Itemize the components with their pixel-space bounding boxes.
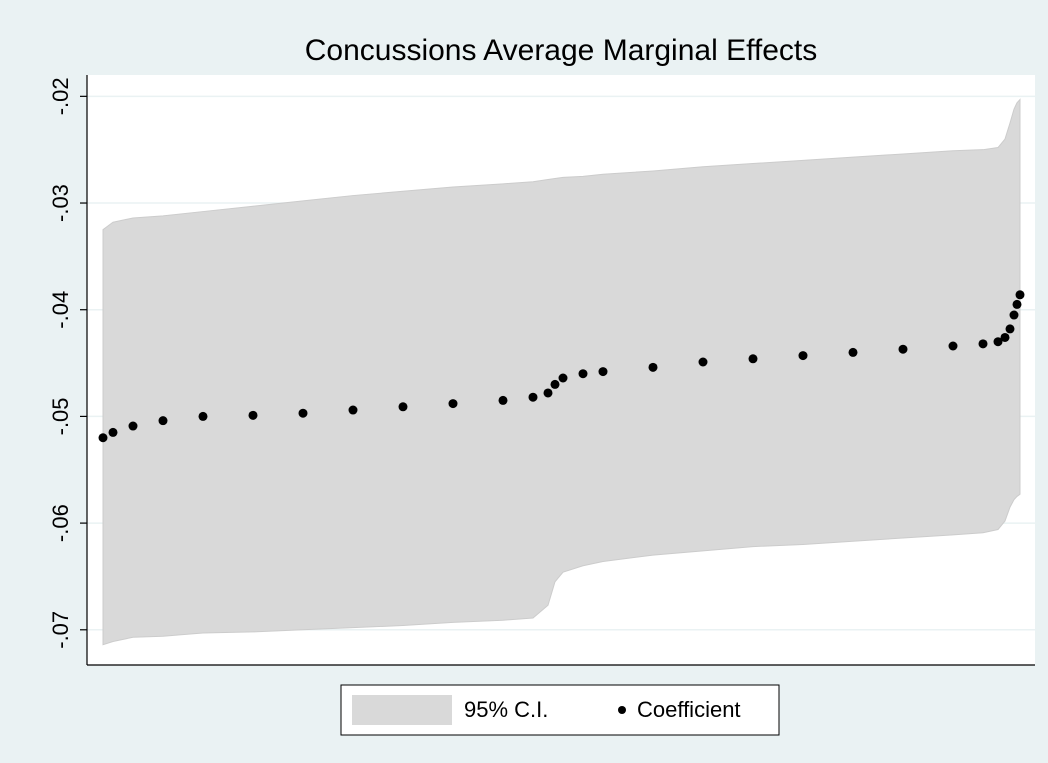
coefficient-point [108, 427, 118, 437]
coefficient-point [598, 367, 608, 377]
coefficient-point [698, 357, 708, 367]
legend-label: Coefficient [637, 697, 741, 722]
coefficient-point [128, 421, 138, 431]
coefficient-point [1012, 299, 1022, 309]
data [98, 98, 1025, 646]
coefficient-point [798, 351, 808, 361]
coefficient-point [558, 373, 568, 383]
coefficient-point [648, 362, 658, 372]
y-tick-label: -.02 [48, 77, 73, 115]
coefficient-point [448, 399, 458, 409]
legend-swatch [352, 695, 452, 725]
coefficient-point [198, 411, 208, 421]
y-tick-label: -.07 [48, 611, 73, 649]
coefficient-point [1009, 310, 1019, 320]
y-tick-label: -.05 [48, 397, 73, 435]
coefficient-point [948, 341, 958, 351]
coefficient-point [550, 379, 560, 389]
coefficient-point [848, 347, 858, 357]
legend-marker [618, 706, 626, 714]
coefficient-point [1005, 324, 1015, 334]
chart-title: Concussions Average Marginal Effects [305, 34, 818, 67]
y-tick-label: -.03 [48, 184, 73, 222]
legend-label: 95% C.I. [464, 697, 548, 722]
coefficient-point [748, 354, 758, 364]
coefficient-point [1000, 332, 1010, 342]
coefficient-point [1015, 290, 1025, 300]
coefficient-point [248, 410, 258, 420]
legend: 95% C.I. Coefficient [352, 695, 741, 725]
coefficient-point [398, 402, 408, 412]
coefficient-point [498, 395, 508, 405]
coefficient-point [898, 344, 908, 354]
coefficient-point [98, 433, 108, 443]
coefficient-point [348, 405, 358, 415]
y-tick-label: -.06 [48, 504, 73, 542]
coefficient-point [158, 416, 168, 426]
coefficient-point [993, 337, 1003, 347]
coefficient-point [298, 408, 308, 418]
ci-area [102, 98, 1021, 646]
coefficient-point [543, 388, 553, 398]
y-tick-label: -.04 [48, 291, 73, 329]
axis: -.02 -.03 -.04 -.05 -.06 -.07 [48, 77, 87, 649]
coefficient-point [578, 369, 588, 379]
coefficient-point [978, 339, 988, 349]
coefficient-point [528, 392, 538, 402]
